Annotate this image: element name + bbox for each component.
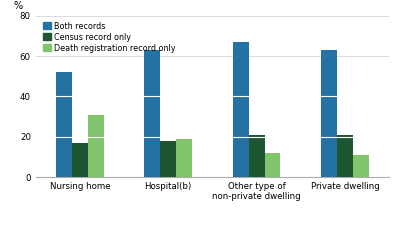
Y-axis label: %: % <box>13 1 23 11</box>
Bar <box>233 42 249 177</box>
Bar <box>249 135 264 177</box>
Bar <box>176 139 192 177</box>
Bar <box>88 115 104 177</box>
Bar <box>160 141 176 177</box>
Bar <box>72 143 88 177</box>
Legend: Both records, Census record only, Death registration record only: Both records, Census record only, Death … <box>43 22 175 53</box>
Bar <box>145 50 160 177</box>
Bar <box>264 153 280 177</box>
Bar <box>353 155 369 177</box>
Bar <box>56 72 72 177</box>
Bar <box>321 50 337 177</box>
Bar <box>337 135 353 177</box>
